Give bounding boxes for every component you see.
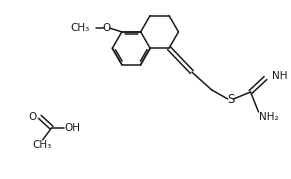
Text: OH: OH xyxy=(65,123,81,133)
Text: O: O xyxy=(102,23,111,33)
Text: S: S xyxy=(227,93,234,107)
Text: CH₃: CH₃ xyxy=(70,23,90,33)
Text: O: O xyxy=(29,112,37,122)
Text: CH₃: CH₃ xyxy=(32,140,52,150)
Text: NH₂: NH₂ xyxy=(260,112,279,122)
Text: NH: NH xyxy=(272,71,288,81)
